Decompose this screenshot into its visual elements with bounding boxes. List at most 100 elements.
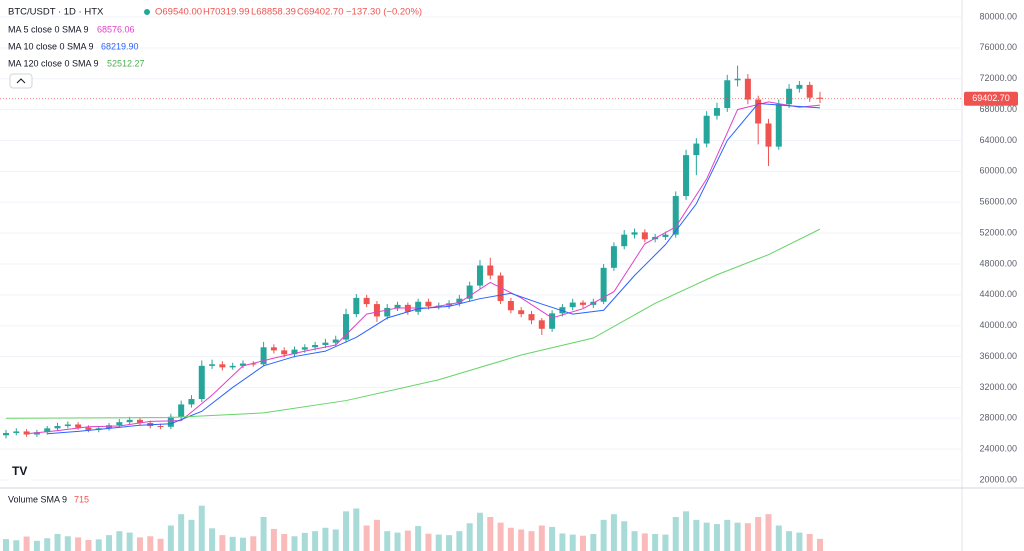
- volume-bar: [662, 534, 669, 551]
- volume-bar: [590, 534, 597, 551]
- volume-bar: [95, 539, 102, 551]
- volume-value: 715: [74, 494, 89, 504]
- volume-bar: [167, 525, 174, 551]
- volume-bar: [332, 529, 339, 551]
- candle-body: [662, 234, 669, 237]
- candle-body: [713, 108, 720, 116]
- plot: 69402.70: [0, 65, 1018, 551]
- candle-body: [487, 265, 494, 276]
- candle-body: [260, 347, 267, 365]
- ohlc-close: C69402.70: [297, 7, 343, 18]
- ma-value: 68219.90: [101, 41, 139, 51]
- volume-bar: [394, 532, 401, 551]
- volume-bar: [693, 519, 700, 551]
- y-tick-label: 36000.00: [979, 351, 1017, 361]
- y-tick-label: 72000.00: [979, 73, 1017, 83]
- volume-bar: [652, 534, 659, 551]
- candle-body: [600, 267, 607, 302]
- volume-bar: [559, 533, 566, 551]
- candle-body: [466, 285, 473, 299]
- candle-body: [415, 301, 422, 312]
- volume-bar: [209, 528, 216, 551]
- volume-bar: [312, 531, 319, 551]
- volume-bar: [229, 536, 236, 551]
- candle-body: [456, 298, 463, 304]
- ma-name: MA 5 close 0 SMA 9: [8, 24, 89, 34]
- volume-bar: [219, 535, 226, 551]
- volume-bar: [724, 519, 731, 551]
- volume-bar: [507, 527, 514, 551]
- volume-bar: [291, 536, 298, 551]
- moving-average: [5, 228, 821, 419]
- volume-bar: [456, 531, 463, 551]
- candle-body: [3, 432, 9, 436]
- candle-body: [528, 314, 535, 321]
- ohlc-open: O69540.00: [155, 7, 202, 18]
- candle-body: [775, 104, 782, 147]
- volume-bar: [322, 527, 329, 551]
- volume-bar: [775, 525, 782, 551]
- volume-bar: [683, 511, 690, 551]
- grid: 20000.00 24000.00 28000.00 32000.00 36000.00…: [0, 11, 1017, 484]
- volume-bar: [188, 519, 195, 551]
- candle-body: [75, 424, 82, 428]
- ma-name: MA 10 close 0 SMA 9: [8, 41, 94, 51]
- symbol-title: BTC/USDT · 1D · HTX: [8, 7, 104, 18]
- candle-body: [693, 143, 700, 156]
- candle-body: [724, 80, 731, 109]
- candle-body: [332, 339, 339, 343]
- volume-bar: [518, 529, 525, 551]
- volume-bar: [765, 514, 772, 551]
- volume-bar: [85, 539, 92, 551]
- y-tick-label: 76000.00: [979, 42, 1017, 52]
- volume-bar: [703, 522, 710, 551]
- volume-bar: [239, 537, 246, 551]
- y-tick-label: 64000.00: [979, 135, 1017, 145]
- volume-bar: [126, 532, 133, 551]
- volume-bar: [33, 540, 40, 551]
- candle-body: [786, 88, 793, 105]
- candle-body: [343, 314, 350, 340]
- volume-bar: [75, 537, 82, 551]
- candle-body: [518, 310, 525, 315]
- volume-bar: [631, 531, 638, 551]
- collapse-button[interactable]: [9, 73, 33, 89]
- volume-bar: [600, 519, 607, 551]
- volume-bar: [569, 534, 576, 551]
- volume-bar: [260, 517, 267, 551]
- volume-bar: [796, 532, 803, 551]
- y-tick-label: 20000.00: [979, 474, 1017, 484]
- y-tick-label: 68000.00: [979, 104, 1017, 114]
- ma-value: 52512.27: [107, 58, 145, 68]
- volume-bar: [404, 530, 411, 551]
- candle-body: [631, 232, 638, 235]
- volume-bar: [353, 508, 360, 551]
- volume-bar: [580, 535, 587, 551]
- volume-bar: [755, 517, 762, 551]
- collapse-icon: [16, 78, 26, 84]
- volume-bar: [64, 536, 71, 551]
- volume-bar: [270, 528, 277, 551]
- candle-body: [683, 155, 690, 197]
- y-tick-label: 32000.00: [979, 382, 1017, 392]
- candle-body: [270, 347, 277, 351]
- volume-bar: [487, 517, 494, 551]
- candle-body: [157, 426, 164, 428]
- candle-body: [229, 365, 236, 368]
- volume-bar: [384, 531, 391, 551]
- ohlc-change: −137.30 (−0.20%): [346, 7, 422, 18]
- candle-body: [239, 363, 246, 366]
- candle-body: [569, 302, 576, 308]
- volume-bar: [497, 522, 504, 551]
- candle-body: [817, 97, 823, 99]
- candle-body: [281, 350, 288, 355]
- volume-bar: [672, 517, 679, 551]
- y-tick-label: 44000.00: [979, 289, 1017, 299]
- candle-body: [167, 416, 174, 427]
- candle-body: [106, 425, 113, 429]
- volume-bar: [147, 536, 154, 551]
- ohlc-high: H70319.99: [203, 7, 249, 18]
- candle-body: [641, 232, 648, 240]
